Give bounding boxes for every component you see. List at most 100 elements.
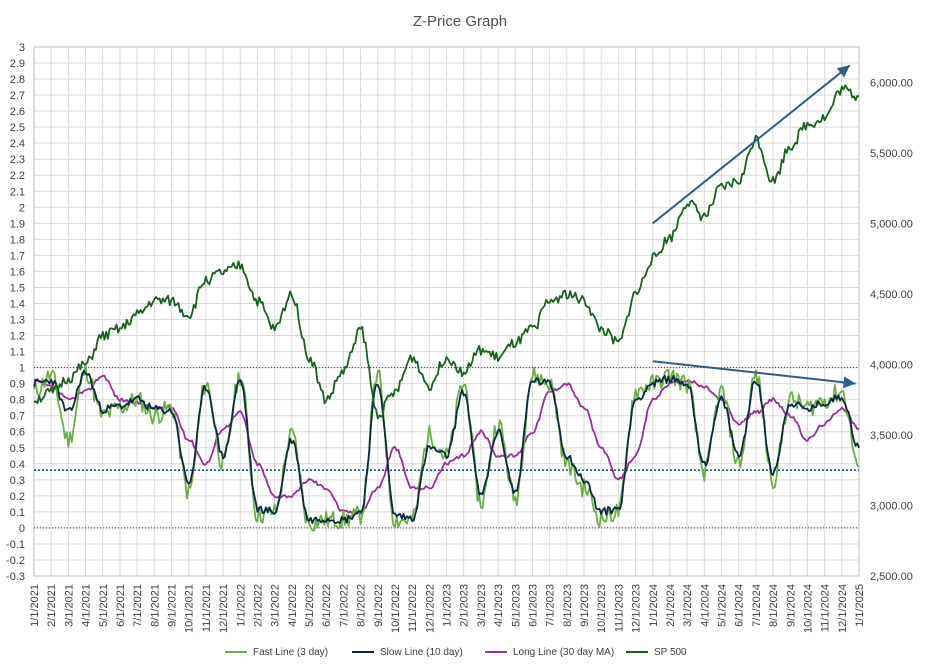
x-tick-label: 4/1/2022	[287, 584, 299, 627]
left-tick-label: 2	[19, 202, 25, 214]
right-axis-ticks: 6,000.00 5,500.00 5,000.00 4,500.00 4,000.00…	[870, 77, 913, 583]
gridlines	[33, 46, 860, 577]
left-tick-label: 0.5	[10, 443, 25, 455]
x-tick-label: 1/1/2025	[854, 584, 866, 627]
x-tick-label: 2/1/2021	[46, 584, 58, 627]
left-tick-label: 0.6	[10, 427, 25, 439]
x-tick-label: 7/1/2024	[751, 584, 763, 627]
left-tick-label: 2.7	[10, 90, 25, 102]
x-tick-label: 7/1/2021	[132, 584, 144, 627]
x-tick-label: 8/1/2024	[768, 584, 780, 627]
x-tick-label: 5/1/2024	[717, 584, 729, 627]
left-tick-label: 1.3	[10, 315, 25, 327]
x-tick-label: 4/1/2024	[699, 584, 711, 627]
left-tick-label: 1.4	[10, 298, 25, 310]
x-tick-label: 9/1/2021	[167, 584, 179, 627]
legend: Fast Line (3 day) Slow Line (10 day) Long …	[225, 647, 687, 658]
x-tick-label: 3/1/2023	[476, 584, 488, 627]
annotations	[652, 64, 856, 389]
right-tick-label: 4,500.00	[870, 289, 913, 301]
left-tick-label: 1.9	[10, 218, 25, 230]
left-tick-label: 0.1	[10, 507, 25, 519]
x-tick-label: 4/1/2023	[493, 584, 505, 627]
left-tick-label: 1	[19, 363, 25, 375]
x-tick-label: 9/1/2024	[785, 584, 797, 627]
x-tick-label: 8/1/2021	[149, 584, 161, 627]
x-tick-label: 3/1/2021	[63, 584, 75, 627]
legend-label-long: Long Line (30 day MA)	[513, 647, 614, 658]
annotation-arrow-0	[652, 64, 851, 225]
x-tick-label: 6/1/2024	[734, 584, 746, 627]
plot-border	[33, 46, 860, 577]
left-tick-label: 1.2	[10, 331, 25, 343]
left-tick-label: -0.3	[6, 571, 25, 583]
x-tick-label: 12/1/2022	[424, 584, 436, 633]
left-tick-label: 0.2	[10, 491, 25, 503]
x-axis-ticks: 1/1/2021 2/1/2021 3/1/2021 4/1/2021 5/1/2021…	[29, 584, 866, 633]
x-tick-label: 6/1/2022	[321, 584, 333, 627]
x-tick-label: 12/1/2023	[631, 584, 643, 633]
x-tick-label: 6/1/2021	[115, 584, 127, 627]
x-tick-label: 8/1/2022	[356, 584, 368, 627]
series-lines	[33, 84, 860, 532]
right-tick-label: 3,000.00	[870, 500, 913, 512]
left-tick-label: -0.1	[6, 539, 25, 551]
left-tick-label: 1.5	[10, 282, 25, 294]
x-tick-label: 2/1/2023	[459, 584, 471, 627]
x-tick-label: 12/1/2021	[218, 584, 230, 633]
series-line-slow	[33, 369, 860, 525]
left-tick-label: 1.8	[10, 234, 25, 246]
x-tick-label: 9/1/2023	[579, 584, 591, 627]
x-tick-label: 3/1/2022	[270, 584, 282, 627]
legend-label-fast: Fast Line (3 day)	[253, 647, 328, 658]
left-tick-label: 0	[19, 523, 25, 535]
left-tick-label: -0.2	[6, 555, 25, 567]
left-axis-ticks: 3 2.9 2.8 2.7 2.6 2.5 2.4 2.3 2.2 2.1 2 1.9 1.8 1.7 1.…	[6, 42, 25, 583]
x-tick-label: 2/1/2022	[252, 584, 264, 627]
left-tick-label: 2.6	[10, 106, 25, 118]
left-tick-label: 2.2	[10, 170, 25, 182]
left-tick-label: 2.3	[10, 154, 25, 166]
x-tick-label: 8/1/2023	[562, 584, 574, 627]
left-tick-label: 2.5	[10, 122, 25, 134]
x-tick-label: 12/1/2024	[837, 584, 849, 633]
x-tick-label: 11/1/2022	[407, 584, 419, 632]
x-tick-label: 4/1/2021	[81, 584, 93, 627]
chart-title: Z-Price Graph	[413, 13, 507, 30]
x-tick-label: 1/1/2024	[648, 584, 660, 627]
series-line-sp	[33, 84, 860, 420]
left-tick-label: 3	[19, 42, 25, 54]
x-tick-label: 2/1/2024	[665, 584, 677, 627]
x-tick-label: 5/1/2022	[304, 584, 316, 627]
left-tick-label: 1.7	[10, 250, 25, 262]
left-tick-label: 0.3	[10, 475, 25, 487]
right-tick-label: 2,500.00	[870, 571, 913, 583]
right-tick-label: 5,500.00	[870, 148, 913, 160]
right-tick-label: 5,000.00	[870, 218, 913, 230]
left-tick-label: 0.7	[10, 411, 25, 423]
x-tick-label: 5/1/2023	[510, 584, 522, 627]
right-tick-label: 3,500.00	[870, 430, 913, 442]
x-tick-label: 5/1/2021	[98, 584, 110, 627]
x-tick-label: 7/1/2023	[545, 584, 557, 627]
left-tick-label: 2.4	[10, 138, 25, 150]
x-tick-label: 1/1/2023	[442, 584, 454, 627]
x-tick-label: 1/1/2021	[29, 584, 41, 627]
x-tick-label: 11/1/2024	[820, 584, 832, 632]
right-tick-label: 4,000.00	[870, 359, 913, 371]
left-tick-label: 0.9	[10, 379, 25, 391]
legend-label-sp: SP 500	[654, 647, 687, 658]
x-tick-label: 6/1/2023	[527, 584, 539, 627]
x-tick-label: 1/1/2022	[235, 584, 247, 627]
left-tick-label: 1.1	[10, 347, 25, 359]
x-tick-label: 10/1/2022	[390, 584, 402, 633]
x-tick-label: 11/1/2021	[201, 584, 213, 632]
x-tick-label: 3/1/2024	[682, 584, 694, 627]
x-tick-label: 11/1/2023	[613, 584, 625, 632]
x-tick-label: 10/1/2023	[596, 584, 608, 633]
x-tick-label: 9/1/2022	[373, 584, 385, 627]
reference-lines	[34, 367, 859, 529]
left-tick-label: 0.8	[10, 395, 25, 407]
legend-label-slow: Slow Line (10 day)	[380, 647, 463, 658]
